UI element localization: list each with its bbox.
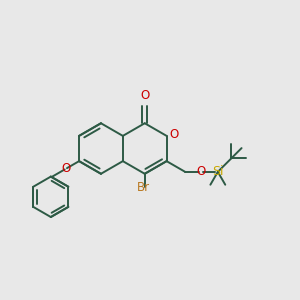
Text: Si: Si bbox=[212, 165, 224, 178]
Text: O: O bbox=[61, 162, 70, 175]
Text: O: O bbox=[140, 89, 149, 102]
Text: Br: Br bbox=[137, 181, 150, 194]
Text: O: O bbox=[169, 128, 178, 142]
Text: O: O bbox=[196, 165, 205, 178]
